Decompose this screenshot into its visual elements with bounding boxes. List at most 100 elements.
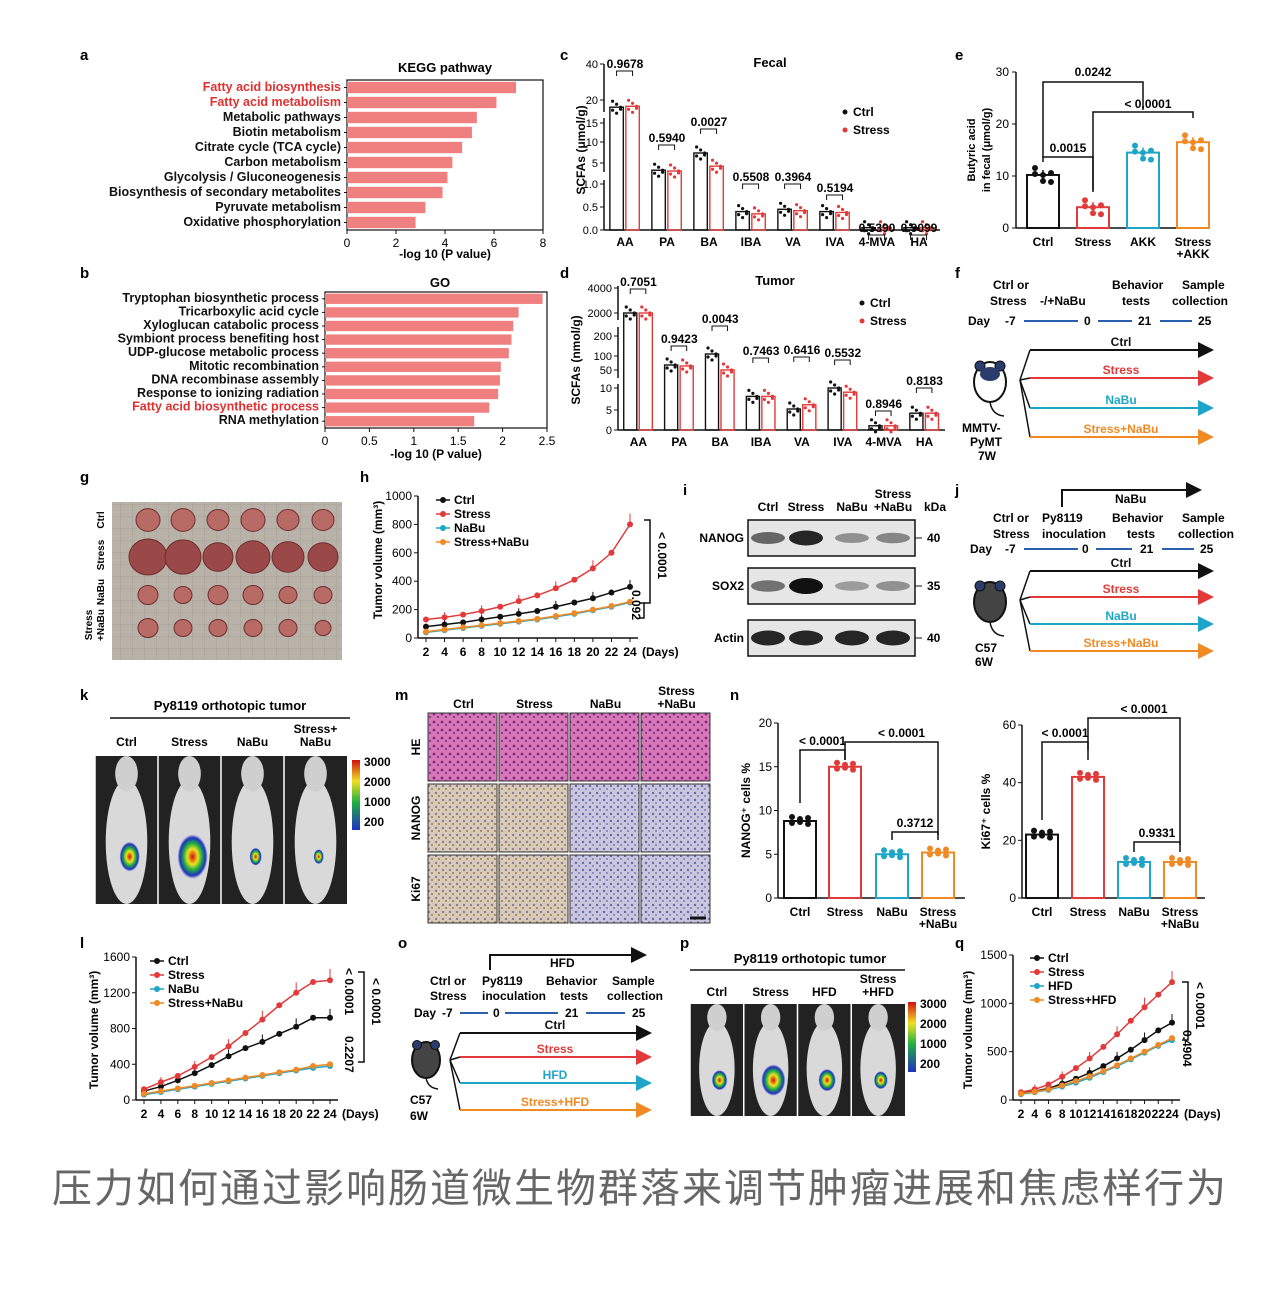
p-value: < 0.0001 <box>342 968 356 1015</box>
significance-bracket <box>784 183 802 189</box>
x-tick-label: 20 <box>290 1107 304 1121</box>
data-point <box>225 1077 232 1084</box>
data-point <box>534 608 541 615</box>
panel-j-day: Day <box>970 542 992 556</box>
bar-ctrl <box>745 395 761 431</box>
panel-j-step4b: collection <box>1178 527 1234 541</box>
data-point <box>1182 138 1188 145</box>
data-point <box>741 207 745 211</box>
significance-bracket <box>670 345 688 351</box>
data-point <box>905 220 909 224</box>
data-point <box>1132 148 1138 155</box>
data-point <box>665 357 669 361</box>
group-label: Ctrl <box>116 735 137 749</box>
data-point <box>910 414 914 418</box>
p-value: < 0.0001 <box>655 532 669 579</box>
group-branch <box>449 1059 461 1111</box>
p-value: 0.0015 <box>1050 141 1087 155</box>
data-point <box>628 308 632 312</box>
panel-g: g Ctrl Stress NaBu Stress +NaBu <box>80 469 342 660</box>
group-branch <box>1019 599 1031 625</box>
mouse-head <box>241 756 264 792</box>
p-value: 0.9423 <box>661 332 698 346</box>
panel-i-letter: i <box>683 482 687 499</box>
data-point <box>1093 776 1099 783</box>
bar-5 <box>325 348 509 359</box>
histology-image <box>640 712 711 782</box>
y-tick-label: 40 <box>1003 776 1017 790</box>
category-label: HA <box>916 435 934 449</box>
panel-j-nabu-bracket <box>1061 482 1202 507</box>
series-line-2 <box>425 523 631 621</box>
data-point <box>796 409 800 413</box>
y-tick-label: 0.0 <box>583 225 598 237</box>
legend-marker <box>440 511 446 517</box>
bar <box>783 820 817 899</box>
p-value: 0.092 <box>629 590 643 620</box>
significance-bracket <box>1182 981 1189 1041</box>
panel-j: j NaBu Ctrl or Stress Py8119 inoculation… <box>954 482 1234 669</box>
panel-f: f Ctrl or Stress -/+NaBu Behavior tests … <box>955 265 1228 463</box>
data-point <box>805 821 811 827</box>
y-tick-label: 800 <box>392 517 412 531</box>
panel-o-step2b: inoculation <box>482 989 546 1003</box>
bar-ctrl <box>704 353 720 431</box>
panel-b: b GO Tryptophan biosynthetic processTric… <box>80 265 556 461</box>
luminescence-signal <box>818 1068 836 1092</box>
bar-stress <box>835 211 850 231</box>
data-point <box>157 1088 164 1095</box>
p-value: 0.0027 <box>691 115 728 129</box>
x-tick-label: 10 <box>494 645 508 659</box>
mouse-head <box>707 1004 727 1031</box>
legend-marker <box>440 525 446 531</box>
mouse-icon <box>973 580 1007 637</box>
y-tick-label: 200 <box>392 603 412 617</box>
lane-label: Stress <box>875 487 912 501</box>
row-label: HE <box>409 739 423 756</box>
data-point <box>1093 770 1099 777</box>
data-point <box>893 426 897 430</box>
group-label: Stress+HFD <box>521 1095 590 1109</box>
data-point <box>703 153 707 157</box>
group-label: Stress <box>752 985 789 999</box>
data-point <box>873 430 878 434</box>
data-point <box>756 218 761 222</box>
data-point <box>242 1074 249 1081</box>
bar-4 <box>347 126 472 139</box>
data-point <box>798 215 803 219</box>
bar-8 <box>325 388 499 400</box>
category-label: Symbiont process benefiting host <box>118 332 320 346</box>
category-label: Stress <box>1070 905 1107 919</box>
p-value: 0.5390 <box>859 221 896 235</box>
bar-stress <box>638 312 654 431</box>
p-value: 0.8946 <box>865 397 902 411</box>
panel-q-ylabel: Tumor volume (mm³) <box>961 971 975 1089</box>
y-tick-label: 30 <box>996 65 1010 79</box>
x-tick-label: 0 <box>322 434 329 448</box>
figure: a KEGG pathway Fatty acid biosynthesisFa… <box>80 47 1234 1123</box>
panel-l-letter: l <box>80 935 84 952</box>
bar-7 <box>347 171 448 184</box>
panel-j-d2: 0 <box>1082 542 1089 556</box>
group-label: Ctrl <box>707 985 728 999</box>
luminescence-signal <box>313 849 324 865</box>
data-point <box>825 207 829 211</box>
data-point <box>913 228 917 232</box>
lane-label: NaBu <box>836 500 867 514</box>
panel-o-d3: 21 <box>565 1006 579 1020</box>
data-point <box>276 1002 283 1009</box>
panel-j-mouse2: 6W <box>975 655 994 669</box>
bar-ctrl <box>786 408 802 431</box>
panel-g-row-stress: Stress <box>96 539 107 570</box>
data-point <box>685 370 689 374</box>
x-tick-label: 0.5 <box>361 434 378 448</box>
category-label: IBA <box>751 435 772 449</box>
series-line-1 <box>425 586 631 628</box>
data-point <box>766 391 771 395</box>
x-tick-label: 2 <box>499 434 506 448</box>
significance-bracket <box>793 356 810 362</box>
significance-bracket <box>826 194 844 200</box>
panel-o-step3a: Behavior <box>546 974 598 988</box>
mouse-head <box>115 756 138 792</box>
